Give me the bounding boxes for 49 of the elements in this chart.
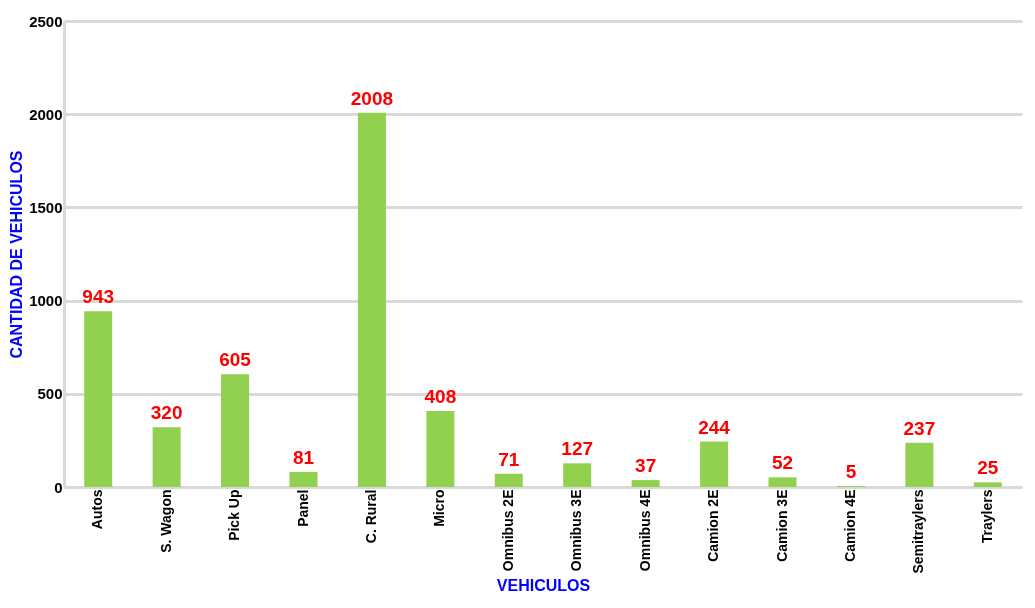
x-tick-label: Micro	[431, 489, 448, 527]
y-tick-label: 1500	[29, 198, 63, 216]
x-tick-label: Omnibus 2E	[499, 489, 516, 572]
x-axis-title: VEHICULOS	[496, 576, 591, 594]
bar	[631, 480, 660, 487]
y-tick-label: 0	[54, 478, 63, 496]
data-label: 5	[845, 461, 857, 483]
bar	[905, 442, 934, 487]
bar	[426, 410, 455, 487]
bar	[700, 441, 729, 487]
data-label: 71	[498, 448, 520, 470]
bar	[563, 463, 592, 487]
x-tick-label: Pick Up	[226, 489, 243, 541]
data-label: 605	[219, 349, 252, 371]
x-tick-label: Camion 4E	[841, 489, 858, 562]
bar	[289, 471, 318, 487]
data-label: 244	[698, 416, 731, 438]
bar	[494, 473, 523, 487]
data-label: 408	[424, 385, 457, 407]
x-tick-label: Panel	[294, 489, 311, 527]
data-label: 25	[977, 457, 999, 479]
data-label: 2008	[350, 87, 394, 109]
bar	[221, 374, 250, 487]
y-tick-label: 500	[37, 385, 63, 403]
data-label: 127	[561, 438, 594, 460]
x-tick-label: Camion 2E	[705, 489, 722, 562]
x-tick-label: Camion 3E	[773, 489, 790, 562]
bar	[84, 311, 113, 487]
bar	[357, 112, 386, 487]
y-axis-title: CANTIDAD DE VEHICULOS	[8, 150, 26, 359]
y-tick-label: 1000	[29, 292, 63, 310]
x-tick-label: Autos	[89, 489, 106, 530]
data-label: 81	[292, 446, 315, 468]
bar	[768, 477, 797, 487]
data-label: 52	[771, 452, 794, 474]
y-tick-label: 2500	[29, 12, 63, 30]
x-tick-label: C. Rural	[362, 489, 379, 544]
x-tick-label: Omnibus 4E	[636, 489, 653, 572]
bar	[973, 482, 1002, 487]
data-label: 943	[82, 286, 115, 308]
x-tick-label: S. Wagon	[157, 489, 174, 553]
x-tick-label: Semitraylers	[910, 489, 927, 574]
data-label: 237	[903, 417, 936, 439]
x-tick-label: Omnibus 3E	[568, 489, 585, 572]
data-label: 320	[150, 402, 183, 424]
bar	[152, 427, 181, 487]
data-label: 37	[635, 455, 657, 477]
y-tick-label: 2000	[29, 105, 63, 123]
x-tick-label: Traylers	[978, 489, 995, 544]
